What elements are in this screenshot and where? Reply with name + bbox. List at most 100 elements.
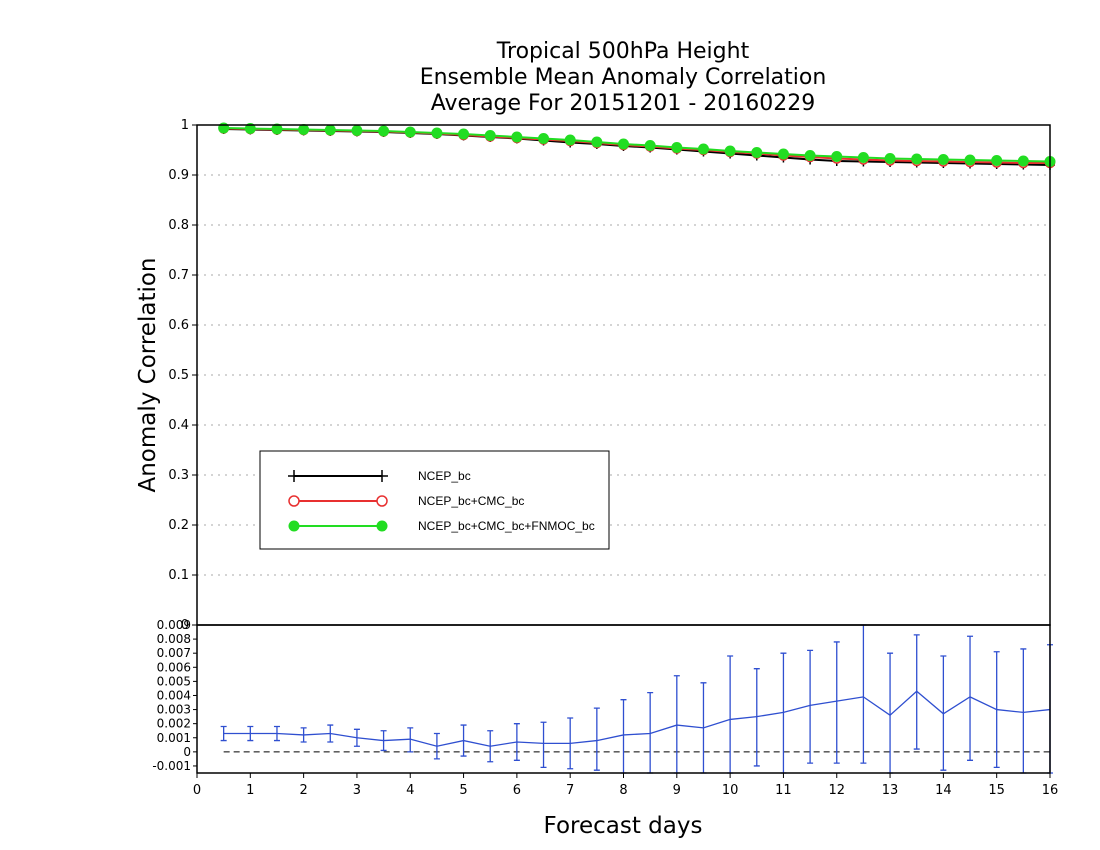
data-point [964,154,976,166]
data-point [431,127,443,139]
error-bar [1020,648,1027,774]
legend-marker [376,495,388,507]
data-point [591,136,603,148]
legend-entry: NCEP_bc+CMC_bc+FNMOC_bc [288,519,595,533]
diff-y-tick-label: -0.001 [152,759,191,773]
data-point [564,134,576,146]
diff-y-tick-label: 0.009 [157,618,191,632]
difference-plot-frame [196,624,1051,774]
diff-y-tick-label: 0.001 [157,731,191,745]
x-tick-label: 13 [882,783,899,798]
x-tick-label: 6 [513,783,521,798]
x-tick-label: 11 [775,783,792,798]
y-tick-label: 0.8 [168,218,189,233]
legend-label: NCEP_bc+CMC_bc+FNMOC_bc [418,519,595,533]
data-point [884,153,896,164]
y-tick-label: 0.5 [168,368,189,383]
x-tick-label: 5 [459,783,467,798]
legend-label: NCEP_bc [418,469,471,483]
legend-marker [288,520,300,532]
error-bar [807,649,814,764]
y-tick-label: 0.2 [168,518,189,533]
diff-y-tick-label: 0.008 [157,632,191,646]
data-point [378,125,390,137]
data-point [618,138,629,150]
data-point [644,140,656,151]
x-tick-label: 12 [828,783,845,798]
x-tick-label: 2 [299,783,307,798]
legend-label: NCEP_bc+CMC_bc [418,494,524,508]
diff-y-tick-label: 0.005 [157,674,191,688]
error-bar [673,675,680,774]
y-tick-label: 0.6 [168,318,189,333]
data-point [271,123,283,135]
data-point [751,147,763,158]
x-axis-label: Forecast days [544,813,703,839]
series-filled-circle [218,122,1056,167]
data-point [324,124,336,136]
x-tick-label: 15 [988,783,1005,798]
error-bar [860,624,867,764]
error-bar [407,727,414,753]
diff-y-tick-label: 0.003 [157,703,191,717]
data-point [777,148,789,160]
data-point [298,124,310,135]
y-tick-label: 0.7 [168,268,189,283]
main-y-ticks: 0 0.1 0.2 0.3 0.4 0.5 0.6 0.7 0.8 0.9 1 [168,118,197,633]
x-ticks: 0 1 2 3 4 5 6 7 8 9 10 11 12 13 14 15 16 [193,773,1058,798]
legend-marker [376,470,388,482]
data-point [804,150,816,161]
data-point [671,142,683,153]
x-tick-label: 16 [1042,783,1059,798]
chart-title-line-3: Average For 20151201 - 20160229 [431,91,816,116]
data-point [857,152,869,163]
x-tick-label: 3 [353,783,361,798]
chart-title-line-1: Tropical 500hPa Height [496,39,750,64]
error-bar [620,699,627,774]
data-point [511,131,523,143]
x-tick-label: 7 [566,783,574,798]
data-point [831,151,843,162]
x-tick-label: 9 [673,783,681,798]
diff-line [223,690,1051,747]
main-series [218,122,1056,170]
legend-entry: NCEP_bc [288,469,471,483]
y-tick-label: 0.1 [168,568,189,583]
data-point [351,125,363,136]
data-point [484,130,496,141]
diff-y-tick-label: 0 [183,745,191,759]
legend-marker [288,495,300,507]
data-point [911,153,923,165]
y-tick-label: 0.9 [168,168,189,183]
data-point [1017,155,1029,167]
series-line [223,127,1051,163]
x-tick-label: 4 [406,783,414,798]
data-point [244,123,256,134]
legend-marker [288,470,300,482]
data-point [538,133,550,144]
error-bar [727,655,734,774]
y-axis-label: Anomaly Correlation [135,257,161,492]
data-point [724,145,736,157]
y-tick-label: 0.3 [168,468,189,483]
data-point [404,126,416,138]
x-tick-label: 10 [722,783,739,798]
x-tick-label: 1 [246,783,254,798]
y-tick-label: 0.4 [168,418,189,433]
diff-y-tick-label: 0.007 [157,646,191,660]
error-bar [540,721,547,769]
x-tick-label: 14 [935,783,952,798]
x-tick-label: 8 [619,783,627,798]
error-bar [753,668,760,767]
diff-y-tick-label: 0.006 [157,660,191,674]
data-point [937,154,949,165]
data-point [458,128,470,140]
error-bar [833,641,840,764]
y-tick-label: 0 [181,618,189,633]
diff-y-tick-label: 0.004 [157,688,191,702]
difference-panel: -0.00100.0010.0020.0030.0040.0050.0060.0… [152,618,1053,774]
x-tick-label: 0 [193,783,201,798]
error-bar [220,725,227,742]
diff-y-tick-label: 0.002 [157,717,191,731]
